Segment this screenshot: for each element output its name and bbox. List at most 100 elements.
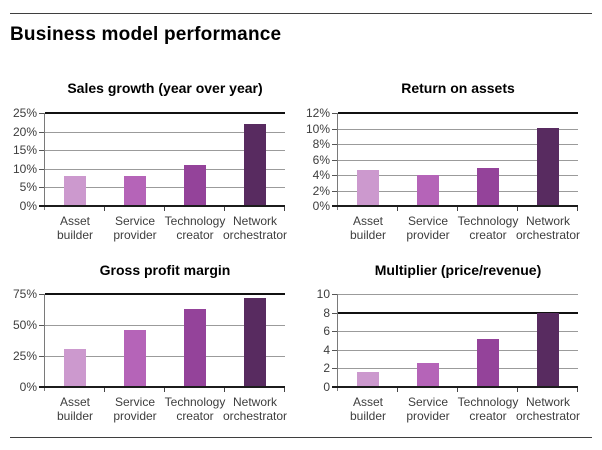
gridline: [45, 150, 285, 152]
category-label-service-provider: Service provider: [113, 395, 157, 423]
y-axis-line: [337, 113, 338, 210]
y-axis-tick: [332, 113, 337, 114]
plot-area: 25% 20% 15% 10% 5% 0% Asset builder Service pro…: [13, 106, 287, 242]
y-axis-tick: [332, 331, 337, 333]
gridline: [45, 187, 285, 189]
y-tick-label: 8: [323, 305, 330, 320]
bar-service-provider: [417, 363, 439, 387]
y-tick-label: 75%: [12, 287, 37, 301]
plot-area: 12% 10% 8% 6% 4% 2% 0% Asset builder Service pro…: [306, 106, 580, 242]
y-tick-label: 25%: [12, 106, 37, 120]
x-axis-tick: [224, 388, 225, 392]
category-label-asset-builder: Asset builder: [349, 214, 387, 242]
x-axis-tick: [104, 207, 105, 211]
y-tick-label: 2: [323, 361, 330, 376]
x-axis-tick: [224, 207, 225, 211]
y-axis-line: [44, 113, 45, 210]
emphasis-gridline: [45, 112, 285, 114]
category-label-technology-creator: Technology creator: [457, 214, 519, 242]
y-axis-tick: [39, 150, 44, 152]
category-label-technology-creator: Technology creator: [164, 214, 226, 242]
bar-asset-builder: [357, 170, 379, 206]
y-tick-label: 5%: [19, 180, 37, 195]
bottom-rule: [10, 437, 592, 438]
x-axis-tick: [164, 388, 165, 392]
y-tick-label: 0%: [19, 199, 37, 213]
y-axis-tick: [332, 128, 337, 130]
y-axis-tick: [332, 368, 337, 370]
plot-area: 10 8 6 4 2 0 Asset builder Service provider Tech…: [317, 287, 580, 423]
category-label-technology-creator: Technology creator: [164, 395, 226, 423]
category-label-service-provider: Service provider: [406, 395, 450, 423]
emphasis-gridline: [45, 293, 285, 295]
category-label-asset-builder: Asset builder: [56, 395, 94, 423]
bar-technology-creator: [477, 168, 499, 206]
y-tick-label: 12%: [305, 106, 330, 120]
y-axis-tick: [332, 190, 337, 192]
x-axis-tick: [577, 207, 578, 211]
bar-network-orchestrator: [537, 313, 559, 387]
bar-network-orchestrator: [244, 124, 266, 206]
bar-asset-builder: [64, 176, 86, 206]
x-axis-tick: [577, 388, 578, 392]
x-axis-tick: [457, 207, 458, 211]
chart-title: Sales growth (year over year): [67, 80, 263, 96]
y-tick-label: 10%: [305, 121, 330, 136]
y-axis-tick: [332, 175, 337, 176]
gridline: [338, 294, 578, 295]
chart-title: Gross profit margin: [99, 262, 231, 278]
category-label-network-orchestrator: Network orchestrator: [515, 395, 581, 423]
gridline: [338, 128, 578, 130]
bar-service-provider: [417, 175, 439, 206]
y-tick-label: 20%: [12, 124, 37, 139]
bar-technology-creator: [184, 309, 206, 387]
y-tick-label: 6: [323, 324, 330, 339]
bar-network-orchestrator: [537, 128, 559, 206]
chart-title: Return on assets: [401, 80, 515, 96]
gridline: [338, 144, 578, 145]
x-axis-line: [332, 205, 578, 207]
gridline: [338, 175, 578, 176]
y-axis-tick: [332, 294, 337, 295]
emphasis-gridline: [338, 311, 578, 314]
emphasis-gridline: [338, 112, 578, 114]
y-tick-label: 2%: [312, 183, 330, 198]
y-tick-label: 50%: [12, 318, 37, 332]
x-axis-tick: [104, 388, 105, 392]
gridline: [338, 159, 578, 161]
plot-area: 75% 50% 25% 0% Asset builder Service provider…: [13, 287, 287, 423]
gridline: [338, 349, 578, 351]
y-axis-tick: [39, 131, 44, 133]
category-label-service-provider: Service provider: [113, 214, 157, 242]
category-label-service-provider: Service provider: [406, 214, 450, 242]
bar-network-orchestrator: [244, 298, 266, 387]
y-tick-label: 0%: [312, 199, 330, 213]
x-axis-tick: [397, 388, 398, 392]
y-axis-tick: [39, 187, 44, 189]
bar-technology-creator: [477, 339, 499, 387]
y-tick-label: 0: [323, 380, 330, 394]
category-label-technology-creator: Technology creator: [457, 395, 519, 423]
y-tick-label: 4%: [312, 168, 330, 182]
x-axis-tick: [164, 207, 165, 211]
y-tick-label: 4: [323, 342, 330, 357]
y-axis-tick: [39, 113, 44, 114]
category-label-network-orchestrator: Network orchestrator: [222, 395, 288, 423]
category-label-asset-builder: Asset builder: [349, 395, 387, 423]
gridline: [338, 190, 578, 192]
y-axis-line: [337, 294, 338, 391]
gridline: [45, 356, 285, 357]
chart-title: Multiplier (price/revenue): [374, 262, 542, 278]
top-rule: [10, 13, 592, 14]
y-tick-label: 6%: [312, 152, 330, 167]
x-axis-line: [39, 386, 285, 388]
gridline: [338, 331, 578, 333]
bar-asset-builder: [357, 372, 379, 387]
y-tick-label: 8%: [312, 137, 330, 151]
bar-technology-creator: [184, 165, 206, 206]
y-axis-tick: [332, 144, 337, 145]
y-tick-label: 10%: [12, 161, 37, 176]
gridline: [45, 168, 285, 170]
y-axis-tick: [39, 168, 44, 170]
